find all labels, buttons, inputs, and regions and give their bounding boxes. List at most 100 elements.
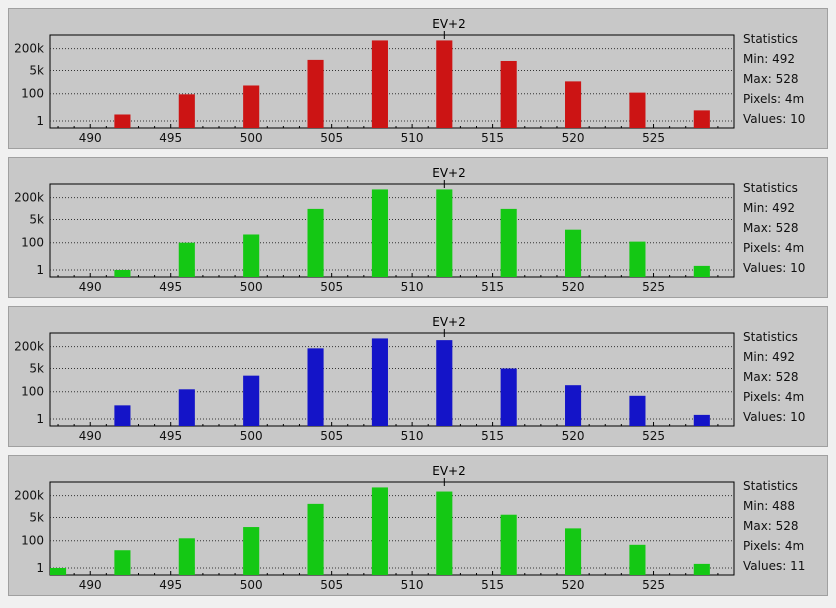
histogram-bar [371, 40, 388, 129]
statistics-min: Min: 492 [743, 52, 796, 66]
statistics-heading: Statistics [743, 330, 798, 344]
x-tick-label: 505 [320, 280, 343, 294]
x-tick-label: 515 [481, 578, 504, 592]
x-tick-label: 520 [562, 280, 585, 294]
histogram-panel-blue: EV+2 200k 5k 100 1 490 495 500 505 510 515 520 525 … [8, 306, 828, 447]
histogram-bar [693, 563, 710, 575]
statistics-values: Values: 10 [743, 410, 806, 424]
x-tick-label: 490 [79, 131, 102, 145]
histogram-bar [178, 242, 195, 277]
histogram-bar [243, 375, 260, 426]
y-tick-label: 1 [36, 561, 44, 575]
histogram-bar [629, 241, 646, 277]
histogram-bar [693, 110, 710, 128]
statistics-min: Min: 492 [743, 201, 796, 215]
y-tick-label: 200k [14, 340, 44, 354]
y-tick-label: 5k [29, 213, 44, 227]
histogram-bar [500, 514, 517, 575]
histogram-bar [629, 395, 646, 426]
y-tick-label: 100 [21, 87, 44, 101]
y-tick-label: 5k [29, 362, 44, 376]
histogram-bar [436, 491, 453, 575]
statistics-heading: Statistics [743, 32, 798, 46]
chart-title: EV+2 [432, 17, 466, 31]
statistics-min: Min: 488 [743, 499, 796, 513]
x-tick-label: 510 [401, 131, 424, 145]
x-tick-label: 515 [481, 280, 504, 294]
histogram-plot: 200k 5k 100 1 490 495 500 505 510 515 520 525 [14, 329, 735, 443]
histogram-bar [243, 527, 260, 575]
x-tick-label: 490 [79, 578, 102, 592]
histogram-bar [114, 405, 131, 426]
histogram-bar [307, 348, 324, 426]
x-tick-label: 510 [401, 429, 424, 443]
x-tick-label: 525 [642, 578, 665, 592]
y-tick-label: 5k [29, 511, 44, 525]
x-tick-label: 495 [159, 578, 182, 592]
histogram-bar [565, 81, 582, 128]
statistics-max: Max: 528 [743, 221, 799, 235]
histogram-bar [243, 85, 260, 128]
histogram-bar [693, 414, 710, 426]
histogram-bar [178, 389, 195, 426]
x-tick-label: 515 [481, 131, 504, 145]
x-tick-label: 490 [79, 429, 102, 443]
plot-frame [49, 481, 735, 576]
statistics-pixels: Pixels: 4m [743, 241, 805, 255]
histogram-bar [565, 528, 582, 575]
x-tick-label: 525 [642, 280, 665, 294]
histogram-plot: 200k 5k 100 1 490 495 500 505 510 515 520 525 [14, 31, 735, 145]
histogram-bar [114, 114, 131, 128]
histogram-bar [436, 340, 453, 426]
statistics-box: Statistics Min: 488 Max: 528 Pixels: 4m … [743, 478, 805, 578]
histogram-panel-green: EV+2 200k 5k 100 1 490 495 500 505 510 515 520 525 … [8, 157, 828, 298]
histogram-bar [436, 40, 453, 129]
plot-frame [49, 34, 735, 129]
y-tick-label: 1 [36, 263, 44, 277]
statistics-max: Max: 528 [743, 370, 799, 384]
histogram-panel-red: EV+2 200k 5k 100 1 490 495 500 505 510 515 520 525 … [8, 8, 828, 149]
statistics-max: Max: 528 [743, 72, 799, 86]
histogram-panel-luminance: EV+2 200k 5k 100 1 490 495 500 505 510 515 520 525 … [8, 455, 828, 596]
y-tick-label: 100 [21, 385, 44, 399]
statistics-values: Values: 10 [743, 112, 806, 126]
y-tick-label: 1 [36, 114, 44, 128]
histogram-bar [307, 208, 324, 277]
y-tick-label: 100 [21, 236, 44, 250]
x-tick-label: 505 [320, 131, 343, 145]
x-tick-label: 505 [320, 429, 343, 443]
histogram-bar [371, 487, 388, 575]
statistics-pixels: Pixels: 4m [743, 539, 805, 553]
histogram-bar [307, 59, 324, 128]
y-tick-label: 200k [14, 191, 44, 205]
x-tick-label: 510 [401, 280, 424, 294]
statistics-min: Min: 492 [743, 350, 796, 364]
histogram-bar [178, 538, 195, 575]
y-tick-label: 200k [14, 42, 44, 56]
chart-title: EV+2 [432, 166, 466, 180]
statistics-pixels: Pixels: 4m [743, 92, 805, 106]
histogram-bar [114, 270, 131, 277]
statistics-values: Values: 11 [743, 559, 806, 573]
chart-title: EV+2 [432, 315, 466, 329]
x-tick-label: 520 [562, 429, 585, 443]
x-tick-label: 525 [642, 131, 665, 145]
histogram-bar [629, 544, 646, 575]
x-tick-label: 525 [642, 429, 665, 443]
histogram-bar [693, 265, 710, 277]
statistics-box: Statistics Min: 492 Max: 528 Pixels: 4m … [743, 31, 805, 131]
chart-title: EV+2 [432, 464, 466, 478]
plot-frame [49, 332, 735, 427]
statistics-pixels: Pixels: 4m [743, 390, 805, 404]
statistics-box: Statistics Min: 492 Max: 528 Pixels: 4m … [743, 180, 805, 280]
x-tick-label: 505 [320, 578, 343, 592]
histogram-bar [500, 208, 517, 277]
x-tick-label: 520 [562, 131, 585, 145]
y-tick-label: 100 [21, 534, 44, 548]
histogram-bar [565, 229, 582, 277]
histogram-plot: 200k 5k 100 1 490 495 500 505 510 515 520 525 [14, 180, 735, 294]
x-tick-label: 510 [401, 578, 424, 592]
x-tick-label: 500 [240, 429, 263, 443]
histogram-plot: 200k 5k 100 1 490 495 500 505 510 515 520 525 [14, 478, 735, 592]
statistics-box: Statistics Min: 492 Max: 528 Pixels: 4m … [743, 329, 805, 429]
